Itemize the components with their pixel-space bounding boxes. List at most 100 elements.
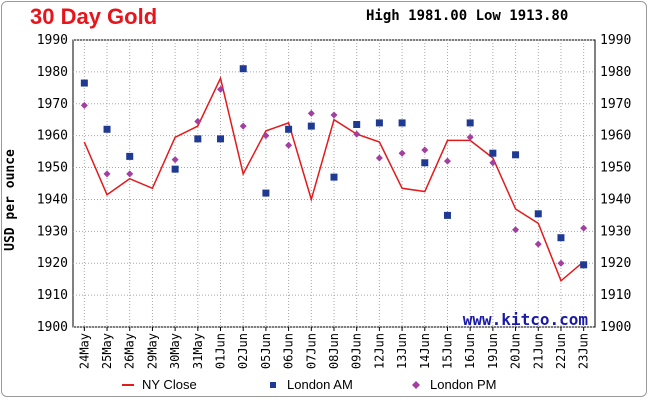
- y-tick-label-right: 1990: [600, 33, 631, 48]
- london-am-point: [194, 135, 202, 143]
- legend-diamond-icon: [412, 381, 420, 389]
- x-tick-label: 13Jun: [395, 333, 409, 369]
- london-am-point: [307, 122, 315, 130]
- london-am-point: [421, 159, 429, 167]
- y-tick-label-right: 1920: [600, 256, 631, 271]
- london-pm-point: [512, 226, 520, 234]
- london-pm-point: [262, 132, 270, 140]
- series-layer: [80, 65, 588, 283]
- x-tick-label: 22Jun: [554, 333, 568, 369]
- legend-ny-close: NY Close: [122, 377, 197, 392]
- y-tick-label-right: 1950: [600, 161, 631, 176]
- y-tick-label-right: 1940: [600, 192, 631, 207]
- y-tick-label-left: 1980: [37, 65, 68, 80]
- london-am-point: [398, 119, 406, 127]
- x-tick-label: 14Jun: [418, 333, 432, 369]
- watermark-text: www.kitco.com: [463, 310, 589, 329]
- london-am-point: [239, 65, 247, 73]
- grid-layer: [72, 39, 596, 328]
- x-tick-label: 05Jun: [259, 333, 273, 369]
- y-tick-label-left: 1950: [37, 161, 68, 176]
- london-pm-point: [375, 154, 383, 162]
- x-tick-label: 26May: [123, 333, 137, 369]
- x-tick-label: 23Jun: [577, 333, 591, 369]
- x-tick-label: 15Jun: [440, 333, 454, 369]
- x-tick-label: 08Jun: [327, 333, 341, 369]
- london-pm-point: [353, 130, 361, 138]
- y-tick-label-right: 1980: [600, 65, 631, 80]
- london-pm-point: [126, 170, 134, 178]
- legend-layer: NY Close London AM London PM: [122, 377, 497, 392]
- london-am-point: [330, 173, 338, 181]
- ny-close-line: [83, 76, 585, 283]
- y-tick-label-right: 1930: [600, 224, 631, 239]
- x-tick-label: 19Jun: [486, 333, 500, 369]
- y-tick-label-right: 1960: [600, 129, 631, 144]
- y-tick-label-left: 1900: [37, 320, 68, 335]
- london-am-point: [262, 189, 270, 197]
- y-tick-label-right: 1970: [600, 97, 631, 112]
- london-pm-point: [194, 117, 202, 125]
- london-am-point: [375, 119, 383, 127]
- axis-layer: 1900 1900 1910 1910 1920 1920 1930 1930 1940 1940…: [37, 33, 632, 369]
- london-pm-point: [330, 111, 338, 119]
- y-tick-label-left: 1960: [37, 129, 68, 144]
- london-am-point: [103, 125, 111, 133]
- london-pm-point: [557, 259, 565, 267]
- london-pm-point: [217, 85, 225, 93]
- london-pm-point: [239, 122, 247, 130]
- x-tick-label: 24May: [77, 333, 91, 369]
- london-am-point: [443, 211, 451, 219]
- legend-label: London PM: [430, 377, 497, 392]
- x-tick-label: 21Jun: [531, 333, 545, 369]
- london-am-point: [580, 261, 588, 269]
- london-am-point: [217, 135, 225, 143]
- london-pm-point: [443, 157, 451, 165]
- london-am-point: [534, 210, 542, 218]
- legend-label: London AM: [287, 377, 353, 392]
- x-tick-label: 29May: [145, 333, 159, 369]
- high-low-range: High 1981.00 Low 1913.80: [366, 8, 569, 24]
- london-pm-point: [103, 170, 111, 178]
- x-tick-label: 09Jun: [350, 333, 364, 369]
- london-am-point: [171, 165, 179, 173]
- y-tick-label-left: 1990: [37, 33, 68, 48]
- london-pm-point: [421, 146, 429, 154]
- london-am-point: [557, 234, 565, 242]
- x-tick-label: 30May: [168, 333, 182, 369]
- london-pm-point: [580, 224, 588, 232]
- london-pm-point: [80, 101, 88, 109]
- x-tick-label: 01Jun: [214, 333, 228, 369]
- london-am-point: [80, 79, 88, 87]
- london-am-point: [512, 151, 520, 159]
- legend-london-am: London AM: [270, 377, 353, 392]
- legend-square-icon: [270, 382, 276, 388]
- y-tick-label-left: 1970: [37, 97, 68, 112]
- y-tick-label-left: 1940: [37, 192, 68, 207]
- y-tick-label-right: 1910: [600, 288, 631, 303]
- x-tick-label: 06Jun: [282, 333, 296, 369]
- london-am-point: [353, 121, 361, 129]
- x-tick-label: 25May: [100, 333, 114, 369]
- london-pm-point: [489, 159, 497, 167]
- x-tick-label: 20Jun: [509, 333, 523, 369]
- chart-title: 30 Day Gold: [30, 4, 158, 29]
- x-tick-label: 31May: [191, 333, 205, 369]
- london-pm-point: [285, 141, 293, 149]
- x-tick-label: 16Jun: [463, 333, 477, 369]
- london-pm-point: [398, 149, 406, 157]
- y-tick-label-left: 1920: [37, 256, 68, 271]
- x-tick-label: 02Jun: [236, 333, 250, 369]
- x-tick-label: 12Jun: [372, 333, 386, 369]
- london-am-point: [466, 119, 474, 127]
- london-am-point: [285, 125, 293, 133]
- y-tick-label-left: 1930: [37, 224, 68, 239]
- london-am-point: [489, 149, 497, 157]
- legend-london-pm: London PM: [412, 377, 497, 392]
- legend-label: NY Close: [142, 377, 197, 392]
- y-tick-label-left: 1910: [37, 288, 68, 303]
- y-tick-label-right: 1900: [600, 320, 631, 335]
- london-pm-point: [466, 133, 474, 141]
